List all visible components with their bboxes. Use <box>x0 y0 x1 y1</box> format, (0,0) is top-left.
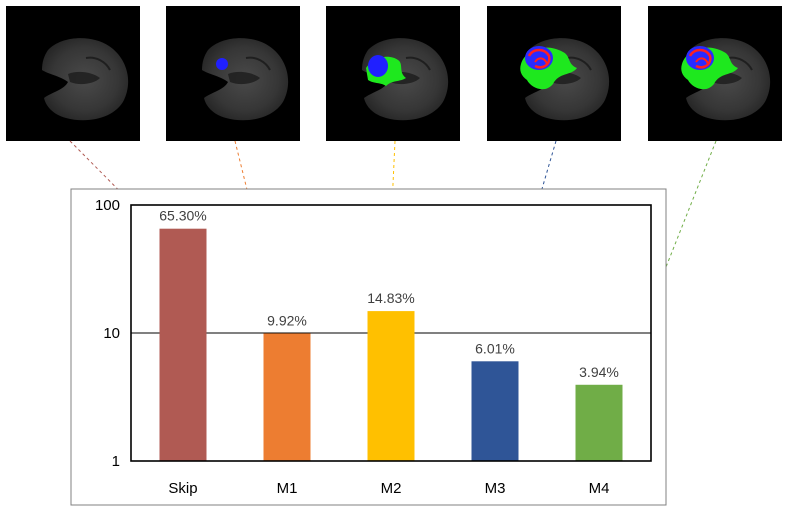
data-label-skip: 65.30% <box>159 208 206 224</box>
y-axis-tick-labels: 1 10 100 <box>95 197 120 470</box>
x-axis-category-labels: Skip M1 M2 M3 M4 <box>168 480 609 497</box>
bar-series <box>159 228 623 461</box>
data-label-m1: 9.92% <box>267 312 307 328</box>
bar-skip <box>159 228 207 461</box>
plot-area: 1 10 100 Skip M1 M2 M3 M4 65.30% 9.92% 14.83% 6.0… <box>95 197 652 497</box>
y-tick-label: 1 <box>112 453 120 470</box>
category-label-m2: M2 <box>381 480 402 497</box>
scan-m3-image <box>487 6 621 141</box>
bar-m4 <box>575 384 623 461</box>
data-label-m4: 3.94% <box>579 364 619 380</box>
category-label-m1: M1 <box>277 480 298 497</box>
category-label-m3: M3 <box>485 480 506 497</box>
scan-m2-image <box>326 6 460 141</box>
connector-m4 <box>618 140 717 387</box>
data-label-m3: 6.01% <box>475 340 515 356</box>
bar-m1 <box>263 333 311 461</box>
scan-skip-image <box>6 6 140 141</box>
bar-m3 <box>471 361 519 461</box>
mri-thumbnail-row <box>6 6 782 141</box>
scan-m4-image <box>648 6 782 141</box>
data-label-m2: 14.83% <box>367 290 414 306</box>
y-tick-label: 100 <box>95 197 120 214</box>
bar-m2 <box>367 311 415 461</box>
y-tick-label: 10 <box>103 325 120 342</box>
connector-skip <box>69 140 156 228</box>
bar-data-labels: 65.30% 9.92% 14.83% 6.01% 3.94% <box>159 208 619 380</box>
category-label-skip: Skip <box>168 480 197 497</box>
scan-m1-image <box>166 6 300 141</box>
category-label-m4: M4 <box>589 480 610 497</box>
plot-border <box>130 204 652 462</box>
